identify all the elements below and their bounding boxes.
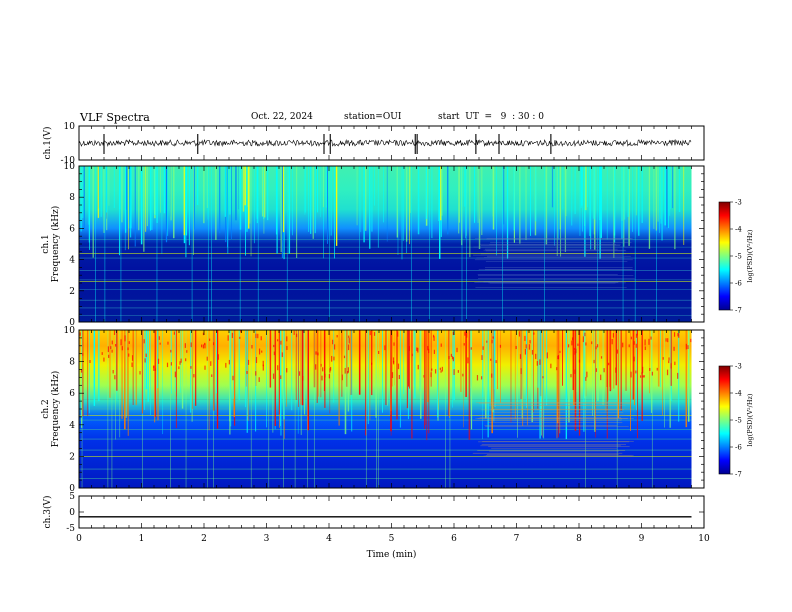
x-tick-label: 3 [264,534,270,544]
x-tick-label: 0 [76,534,82,544]
y-tick-label: 0 [69,318,75,328]
figure-title: VLF Spectra [80,111,150,124]
y-tick-label: 2 [69,452,75,462]
station-label: station=OUI [344,112,402,122]
date-label: Oct. 22, 2024 [251,112,313,122]
y-tick-label: 8 [69,193,75,203]
time-axis: 0 1 2 3 4 5 6 7 8 9 10 Time (min) [76,534,710,560]
x-tick-label: 2 [201,534,207,544]
y-tick-label: 10 [64,122,76,132]
y-tick-label: 4 [69,421,75,431]
colorbar-tick-label: -4 [735,226,742,234]
colorbar-label: log(PSD)(V²/Hz) [746,229,754,282]
y-tick-label: 0 [69,508,75,518]
waveform-ylabel: ch.3(V) [42,496,53,529]
x-axis-label: Time (min) [367,549,417,560]
x-tick-label: 10 [698,534,710,544]
y-tick-label: 2 [69,287,75,297]
y-tick-label: 4 [69,256,75,266]
y-tick-label: 6 [69,224,75,234]
x-tick-label: 5 [389,534,395,544]
x-tick-label: 8 [576,534,582,544]
colorbar-label: log(PSD)(V²/Hz) [746,393,754,446]
y-tick-label: 10 [64,162,76,172]
x-tick-label: 1 [139,534,145,544]
colorbar-tick-label: -3 [735,363,742,371]
y-tick-label: 0 [69,484,75,494]
x-tick-label: 7 [514,534,520,544]
waveform-ch3-panel: 5 0 -5 ch.3(V) [42,492,705,534]
spectrogram-background [79,166,692,322]
frequency-ylabel: Frequency (kHz) [50,371,61,448]
waveform-ch1-trace [78,138,692,148]
colorbar-tick-label: -6 [735,444,742,452]
colorbar-tick-label: -7 [735,471,742,479]
x-tick-label: 9 [639,534,645,544]
colorbar [718,201,731,311]
spectrogram-ch1-panel: 0 2 4 6 8 10 ch.1 Frequency (kHz) -3 -4 -5 -6 -7 log(… [41,162,754,328]
colorbar-tick-label: -4 [735,390,742,398]
y-tick-label: -10 [61,156,76,166]
waveform-ylabel: ch.1(V) [42,127,53,160]
x-tick-label: 4 [326,534,332,544]
y-tick-label: 10 [64,326,76,336]
y-tick-label: -5 [66,524,75,534]
colorbar-tick-label: -6 [735,280,742,288]
channel-label: ch.1 [41,234,51,253]
colorbar-tick-label: -7 [735,307,742,315]
spectrogram-ch2-panel: 0 2 4 6 8 10 ch.2 Frequency (kHz) -3 -4 -5 -6 -7 log(… [41,326,754,494]
colorbar [718,365,731,475]
y-tick-label: 6 [69,389,75,399]
colorbar-tick-label: -5 [735,253,742,261]
waveform-ch1-panel: 10 -10 ch.1(V) [42,122,705,166]
y-tick-label: 5 [69,492,75,502]
y-tick-label: 8 [69,358,75,368]
channel-label: ch.2 [41,399,51,418]
colorbar-tick-label: -5 [735,417,742,425]
start-ut-label: start UT = 9 : 30 : 0 [438,112,544,122]
colorbar-tick-label: -3 [735,199,742,207]
frequency-ylabel: Frequency (kHz) [50,206,61,283]
x-tick-label: 6 [451,534,457,544]
